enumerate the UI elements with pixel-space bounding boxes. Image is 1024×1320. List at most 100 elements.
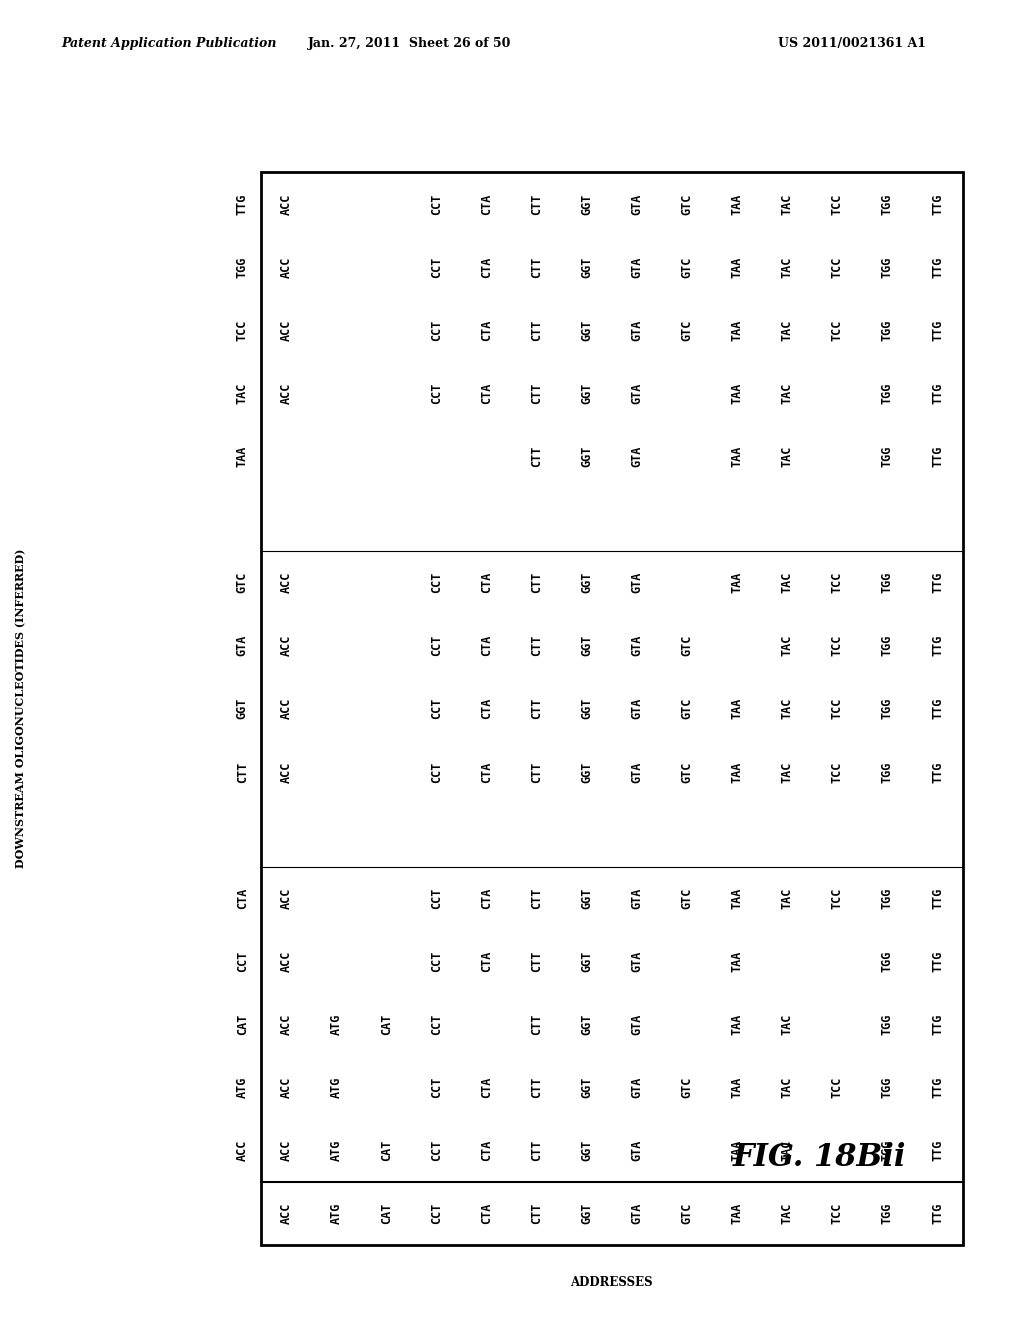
Text: TAC: TAC [780, 383, 794, 404]
Text: TAC: TAC [780, 1077, 794, 1098]
Text: TGG: TGG [881, 887, 894, 908]
Text: CTT: CTT [530, 319, 543, 341]
Text: TCC: TCC [830, 256, 844, 277]
Text: TAC: TAC [780, 1139, 794, 1162]
Text: GTA: GTA [631, 1203, 643, 1224]
Text: CCT: CCT [236, 950, 249, 972]
Text: US 2011/0021361 A1: US 2011/0021361 A1 [778, 37, 927, 50]
Text: CTT: CTT [530, 887, 543, 908]
Text: GGT: GGT [581, 1203, 593, 1224]
Text: CAT: CAT [380, 1014, 393, 1035]
Text: CTA: CTA [480, 256, 494, 277]
Text: TGG: TGG [881, 950, 894, 972]
Text: GGT: GGT [581, 256, 593, 277]
Text: CTT: CTT [530, 383, 543, 404]
Text: GTA: GTA [236, 635, 249, 656]
Text: TTG: TTG [931, 950, 944, 972]
Text: GTC: GTC [681, 762, 693, 783]
Text: TGG: TGG [881, 319, 894, 341]
Text: TCC: TCC [830, 572, 844, 593]
Text: GGT: GGT [581, 572, 593, 593]
Text: Patent Application Publication: Patent Application Publication [61, 37, 276, 50]
Text: GTC: GTC [681, 698, 693, 719]
Text: CTT: CTT [530, 1077, 543, 1098]
Text: CCT: CCT [430, 1139, 443, 1162]
Bar [261, 173, 963, 1245]
Text: TCC: TCC [830, 1203, 844, 1224]
Text: TGG: TGG [881, 1014, 894, 1035]
Text: CCT: CCT [430, 950, 443, 972]
Text: CCT: CCT [430, 572, 443, 593]
Text: TGG: TGG [881, 383, 894, 404]
Text: CCT: CCT [430, 319, 443, 341]
Text: CTA: CTA [480, 635, 494, 656]
Text: GGT: GGT [236, 698, 249, 719]
Text: TTG: TTG [931, 572, 944, 593]
Text: CTT: CTT [236, 762, 249, 783]
Text: CAT: CAT [236, 1014, 249, 1035]
Text: TGG: TGG [236, 256, 249, 277]
Text: TCC: TCC [236, 319, 249, 341]
Text: GTA: GTA [631, 762, 643, 783]
Text: CTT: CTT [530, 256, 543, 277]
Text: CTA: CTA [480, 383, 494, 404]
Text: GTC: GTC [681, 635, 693, 656]
Text: TAA: TAA [730, 572, 743, 593]
Text: GGT: GGT [581, 383, 593, 404]
Text: TAC: TAC [236, 383, 249, 404]
Text: TTG: TTG [931, 698, 944, 719]
Text: CCT: CCT [430, 193, 443, 215]
Text: TTG: TTG [236, 193, 249, 215]
Text: TAC: TAC [780, 762, 794, 783]
Text: DOWNSTREAM OLIGONUCLEOTIDES (INFERRED): DOWNSTREAM OLIGONUCLEOTIDES (INFERRED) [15, 549, 26, 869]
Text: CTT: CTT [530, 698, 543, 719]
Text: CCT: CCT [430, 762, 443, 783]
Text: TGG: TGG [881, 635, 894, 656]
Text: ACC: ACC [280, 1203, 293, 1224]
Text: TTG: TTG [931, 635, 944, 656]
Text: Jan. 27, 2011  Sheet 26 of 50: Jan. 27, 2011 Sheet 26 of 50 [308, 37, 511, 50]
Text: CAT: CAT [380, 1139, 393, 1162]
Text: ATG: ATG [236, 1077, 249, 1098]
Text: CCT: CCT [430, 887, 443, 908]
Text: TAC: TAC [780, 446, 794, 467]
Text: CTA: CTA [480, 950, 494, 972]
Text: GTA: GTA [631, 572, 643, 593]
Text: GGT: GGT [581, 1077, 593, 1098]
Text: CTT: CTT [530, 1139, 543, 1162]
Text: TGG: TGG [881, 1077, 894, 1098]
Text: TGG: TGG [881, 193, 894, 215]
Text: ACC: ACC [280, 572, 293, 593]
Text: ACC: ACC [280, 1014, 293, 1035]
Text: TCC: TCC [830, 1077, 844, 1098]
Text: GGT: GGT [581, 635, 593, 656]
Text: TTG: TTG [931, 319, 944, 341]
Text: TAC: TAC [780, 698, 794, 719]
Text: TAC: TAC [780, 319, 794, 341]
Text: TCC: TCC [830, 319, 844, 341]
Text: TAC: TAC [780, 1014, 794, 1035]
Text: TTG: TTG [931, 446, 944, 467]
Text: CTA: CTA [480, 572, 494, 593]
Text: GGT: GGT [581, 887, 593, 908]
Text: TGG: TGG [881, 1203, 894, 1224]
Text: TTG: TTG [931, 383, 944, 404]
Text: TCC: TCC [830, 698, 844, 719]
Text: ACC: ACC [236, 1139, 249, 1162]
Text: GTA: GTA [631, 635, 643, 656]
Text: GTA: GTA [631, 256, 643, 277]
Text: ATG: ATG [330, 1203, 343, 1224]
Text: TGG: TGG [881, 698, 894, 719]
Text: GTA: GTA [631, 1077, 643, 1098]
Text: GGT: GGT [581, 193, 593, 215]
Text: GGT: GGT [581, 446, 593, 467]
Text: GTC: GTC [681, 193, 693, 215]
Text: CCT: CCT [430, 635, 443, 656]
Text: ATG: ATG [330, 1139, 343, 1162]
Text: ACC: ACC [280, 193, 293, 215]
Text: TGG: TGG [881, 446, 894, 467]
Text: ACC: ACC [280, 1077, 293, 1098]
Text: GTA: GTA [631, 1139, 643, 1162]
Text: GTC: GTC [681, 1203, 693, 1224]
Text: TAA: TAA [730, 887, 743, 908]
